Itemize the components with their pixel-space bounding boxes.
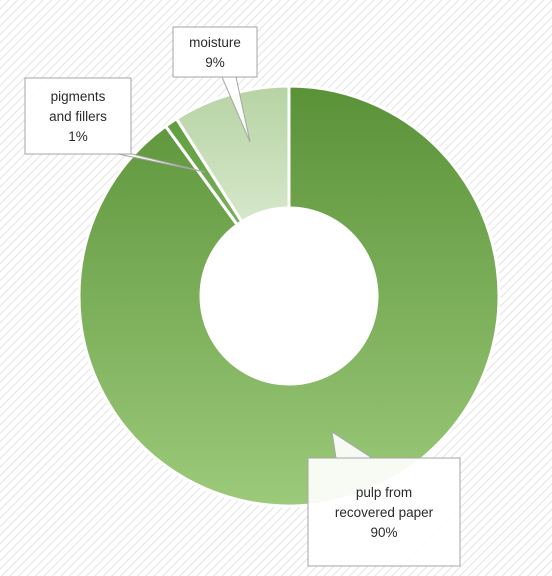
slice-category-label: pigments — [51, 89, 106, 104]
slice-value-label: 9% — [205, 55, 225, 70]
callout-box — [172, 26, 258, 78]
slice-category-label: recovered paper — [335, 505, 434, 520]
callout-moisture: moisture 9% — [172, 26, 258, 143]
callout-pulp-from-recovered-paper: pulp from recovered paper 90% — [307, 430, 461, 567]
slice-category-label: pulp from — [356, 485, 412, 500]
callouts: pulp from recovered paper 90% pigments and f… — [24, 26, 461, 567]
slice-value-label: 1% — [68, 129, 88, 144]
callout-pigments-and-fillers: pigments and fillers 1% — [24, 77, 206, 173]
slice-category-label: moisture — [189, 35, 241, 50]
callout-box — [307, 457, 461, 567]
slice-category-label: and fillers — [49, 109, 107, 124]
slice-value-label: 90% — [370, 525, 397, 540]
donut-hole — [201, 208, 377, 384]
callout-box — [24, 77, 132, 155]
